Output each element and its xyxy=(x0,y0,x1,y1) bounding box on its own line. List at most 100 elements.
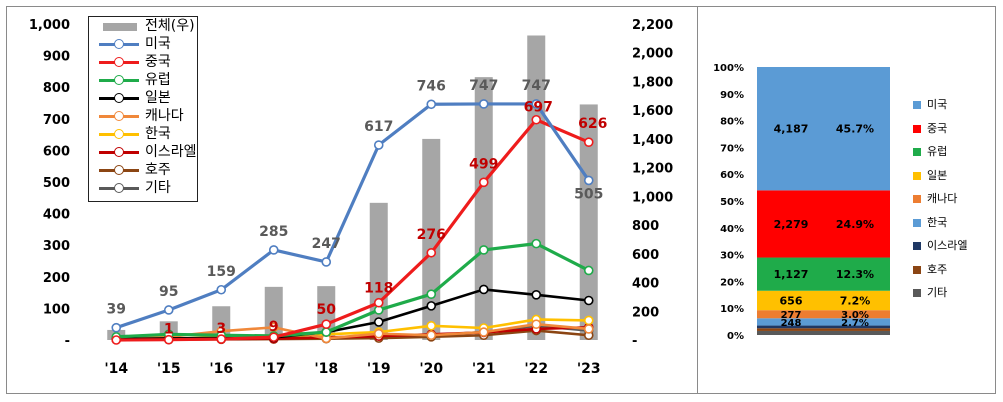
stack-segment-1 xyxy=(757,328,890,331)
legend-label: 일본 xyxy=(927,168,948,182)
stack-segment-8 xyxy=(757,67,890,191)
legend-marker xyxy=(114,111,124,121)
legend-marker xyxy=(114,39,124,49)
segment-value-label: 656 xyxy=(780,294,803,307)
legend-item-line: 일본 xyxy=(89,89,197,107)
legend-swatch xyxy=(913,218,921,227)
bar-total-9 xyxy=(579,104,598,340)
series-point-4 xyxy=(426,330,437,341)
stack-segment-7 xyxy=(757,190,890,258)
legend-item-line: 호주 xyxy=(89,161,197,179)
segment-share-label: 7.2% xyxy=(840,294,871,307)
y-left-tick: 500 xyxy=(43,176,70,191)
data-label-china: 9 xyxy=(269,319,279,335)
x-tick: '21 xyxy=(472,361,496,377)
segment-value-label: 277 xyxy=(781,310,802,321)
series-point-0 xyxy=(216,284,227,295)
data-label-china: 697 xyxy=(524,100,553,116)
data-label-china: 499 xyxy=(469,156,498,172)
y-right-tick: 600 xyxy=(632,248,659,263)
legend-item-line: 기타 xyxy=(89,179,197,197)
y-right-tick: - xyxy=(632,334,637,349)
legend-swatch xyxy=(913,171,921,180)
legend-item-line: 미국 xyxy=(89,35,197,53)
segment-share-label: 12.3% xyxy=(836,268,874,281)
segment-share-label: 24.9% xyxy=(836,218,874,231)
series-point-0 xyxy=(321,257,332,267)
x-tick: '19 xyxy=(367,361,391,377)
legend-label: 기타 xyxy=(145,180,171,196)
series-point-0 xyxy=(478,99,489,109)
legend-marker xyxy=(114,75,124,85)
data-label-china: 1 xyxy=(164,322,174,338)
segment-value-label: 4,187 xyxy=(774,123,809,136)
y-left-tick: 900 xyxy=(43,50,70,65)
series-point-1 xyxy=(216,334,227,344)
legend-swatch xyxy=(913,242,921,250)
segment-value-label: 1,127 xyxy=(774,268,809,281)
legend-label: 미국 xyxy=(927,98,948,111)
series-line-2 xyxy=(116,242,590,339)
series-point-0 xyxy=(163,305,174,315)
stack-segment-6 xyxy=(757,257,890,291)
y-left-tick: 600 xyxy=(43,144,70,159)
series-point-3 xyxy=(583,295,594,306)
legend-item-line: 캐나다 xyxy=(89,107,197,125)
series-point-2 xyxy=(478,245,489,255)
legend-swatch xyxy=(913,265,921,274)
legend-marker xyxy=(114,129,124,139)
data-label-us: 617 xyxy=(364,119,393,135)
y-left-tick: 1,000 xyxy=(29,18,70,33)
stack-segment-5 xyxy=(757,290,890,311)
segment-share-label: 3.0% xyxy=(841,310,869,321)
right-legend-item: 호주 xyxy=(911,262,991,278)
legend-item-total: 전체(우) xyxy=(89,17,197,35)
right-legend-item: 기타 xyxy=(911,285,991,301)
legend-swatch xyxy=(913,124,921,133)
series-point-0 xyxy=(268,245,279,255)
legend-label: 한국 xyxy=(145,126,171,142)
x-tick: '18 xyxy=(314,361,338,377)
y-tick-percent: 70% xyxy=(720,143,744,154)
series-point-4 xyxy=(478,327,489,337)
series-point-0 xyxy=(426,99,437,110)
right-legend-item: 이스라엘 xyxy=(911,238,991,254)
legend-label: 유럽 xyxy=(145,72,171,88)
y-left-tick: 700 xyxy=(43,113,70,128)
legend-label: 이스라엘 xyxy=(145,144,197,160)
series-point-1 xyxy=(583,137,594,147)
right-legend-item: 일본 xyxy=(911,168,991,184)
right-legend-item: 캐나다 xyxy=(911,191,991,207)
data-label-us: 746 xyxy=(417,78,446,94)
series-point-0 xyxy=(531,99,542,109)
legend-label: 캐나다 xyxy=(927,192,958,205)
legend-label: 미국 xyxy=(145,36,171,52)
legend-label: 일본 xyxy=(145,90,171,106)
y-left-tick: 300 xyxy=(43,239,70,254)
legend-swatch xyxy=(913,289,921,297)
series-point-0 xyxy=(583,175,594,186)
data-label-china: 626 xyxy=(578,116,607,132)
y-tick-percent: 60% xyxy=(720,170,744,181)
bar-total-7 xyxy=(474,77,493,341)
series-point-1 xyxy=(373,297,384,308)
y-right-tick: 1,800 xyxy=(632,75,673,90)
y-right-tick: 1,400 xyxy=(632,133,673,148)
segment-share-label: 2.7% xyxy=(841,318,869,329)
legend-marker xyxy=(114,93,124,103)
legend-label: 이스라엘 xyxy=(927,239,968,252)
y-tick-percent: 100% xyxy=(713,63,744,74)
data-label-us: 39 xyxy=(107,302,126,318)
segment-value-label: 2,279 xyxy=(774,218,809,231)
legend-swatch xyxy=(913,195,921,203)
legend-item-line: 중국 xyxy=(89,53,197,71)
legend-item-line: 유럽 xyxy=(89,71,197,89)
right-legend-item: 유럽 xyxy=(911,144,991,160)
legend-label: 한국 xyxy=(927,215,948,229)
series-point-1 xyxy=(426,247,437,258)
data-label-us: 95 xyxy=(159,284,178,300)
series-line-0 xyxy=(115,102,591,330)
y-right-tick: 1,200 xyxy=(632,162,673,177)
left-combo-chart: 1,000 900 800 700 600 500 400 300 200 100 - 2,200 2,… xyxy=(29,18,673,377)
y-right-tick: 800 xyxy=(632,219,659,234)
